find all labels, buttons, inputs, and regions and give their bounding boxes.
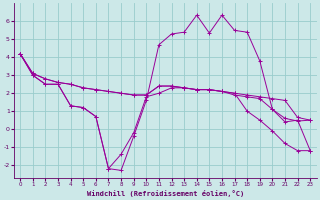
X-axis label: Windchill (Refroidissement éolien,°C): Windchill (Refroidissement éolien,°C) <box>87 190 244 197</box>
